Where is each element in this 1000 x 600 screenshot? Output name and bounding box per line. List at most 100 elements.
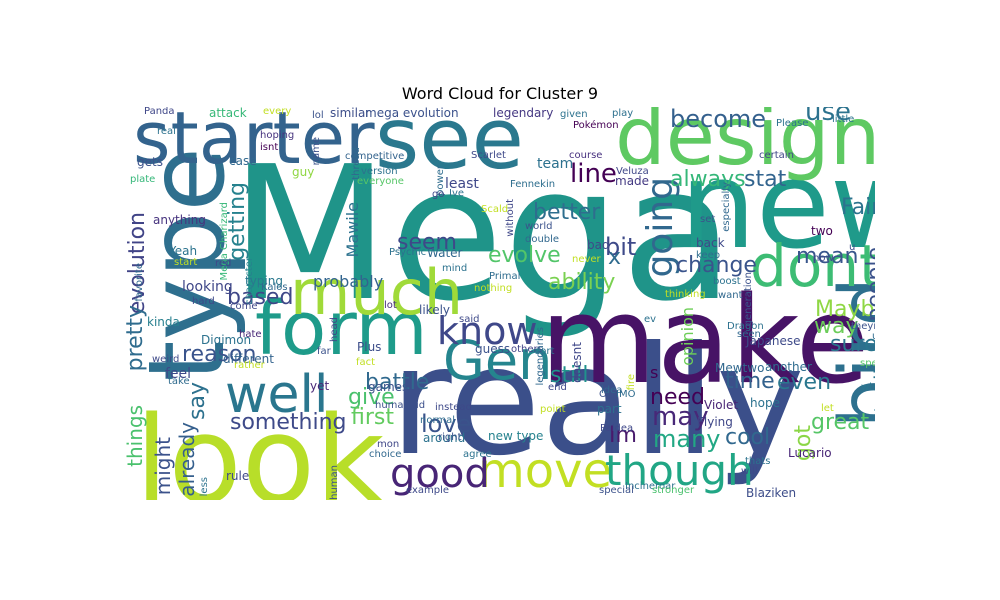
word-move: move (478, 443, 613, 499)
word-mind: mind (442, 263, 468, 274)
word-play: play (612, 108, 634, 119)
word-mean: mean (796, 244, 859, 269)
word-s: s (650, 363, 659, 382)
word-speed: speed (860, 358, 875, 369)
word-incineroar: Incineroar (625, 481, 676, 492)
word-wish: wish (861, 382, 875, 393)
word-anything: anything (153, 213, 206, 227)
word-good: good (390, 451, 490, 497)
word-panda: Panda (144, 107, 175, 117)
word-rule: rule (226, 469, 250, 483)
word-thinking: thinking (665, 289, 706, 300)
word-stronger: stronger (652, 485, 695, 496)
word-boost: boost (713, 276, 741, 287)
word-two: two (811, 224, 833, 238)
word-ev: ev (644, 314, 657, 325)
word-way: way (814, 314, 859, 339)
word-far: far (317, 346, 331, 357)
word-given: given (560, 109, 588, 120)
word-bad: bad (587, 238, 610, 252)
word-look: look (135, 392, 385, 501)
word-let: let (821, 403, 834, 414)
word-nothing: nothing (474, 283, 513, 294)
word-likely: likely (419, 303, 451, 317)
word-real: real (157, 126, 176, 137)
word-violet: Violet (704, 398, 739, 412)
word-pretty: pretty (125, 305, 148, 372)
word-x: x (608, 245, 622, 270)
word-kinda: kinda (147, 315, 180, 329)
word-example: example (406, 485, 450, 496)
word-typing: typing (245, 274, 283, 288)
word-starter: starter (133, 107, 375, 180)
word-idea: idea (601, 385, 623, 396)
word-scarlet: Scarlet (471, 150, 506, 161)
word-mon: mon (377, 439, 400, 450)
word-especially: especially (721, 182, 732, 232)
word-yet: yet (310, 379, 330, 393)
word-become: become (670, 107, 767, 133)
word-certain: certain (759, 150, 794, 161)
word-set: set (700, 214, 716, 225)
word-people: people (863, 247, 875, 322)
word-already: already (175, 422, 199, 497)
word-even: even (777, 370, 832, 395)
word-know: know (437, 309, 538, 353)
word-others: others (511, 344, 543, 355)
word-say: say (185, 382, 210, 420)
word-psychic: Psychic (389, 247, 427, 258)
word-lot: lot (384, 300, 397, 311)
word-paldea: Paldea (600, 423, 634, 434)
word-cloud: Megareallylookmakenewtypeseedesignstarte… (125, 107, 875, 500)
word-hate: hate (239, 329, 262, 340)
word-take: take (168, 376, 190, 387)
word-hard: hard (192, 296, 215, 307)
word-better: better (533, 200, 601, 225)
word-new-type: new type (488, 429, 544, 443)
word-sure: sure (830, 332, 875, 357)
word-mega: Mega (230, 126, 735, 342)
word-go: go (432, 189, 445, 200)
word-human: human (329, 465, 340, 500)
word-mega-evolution: mega evolution (365, 107, 459, 120)
word-doesnt: doesnt (570, 342, 584, 383)
word-choice: choice (369, 449, 402, 460)
word-keep: keep (696, 250, 721, 261)
word-right: right (438, 432, 462, 443)
word-yeah: Yeah (169, 244, 198, 258)
word-time: time (725, 369, 775, 394)
word-least: least (445, 176, 479, 192)
word-evolve: evolve (488, 243, 561, 268)
word-may: may (652, 402, 709, 432)
word-though: though (605, 446, 754, 495)
word-case: case (229, 154, 257, 168)
word-double: double (525, 234, 560, 245)
word-made: made (615, 174, 650, 188)
word-great: great (811, 410, 870, 435)
word-said: said (459, 314, 480, 325)
word-japanese: Japanese (746, 334, 801, 348)
word-see: see (375, 107, 524, 189)
word-need: need (650, 385, 705, 410)
word-primal: Primal (489, 271, 521, 282)
word-mawile: Mawile (343, 202, 362, 258)
word-flying: Flying (697, 415, 733, 429)
word-things: things (125, 405, 147, 467)
word-bit: bit (605, 233, 637, 261)
word-little: little (832, 114, 855, 125)
word-im: Im (609, 423, 637, 448)
word-rather: rather (234, 360, 265, 371)
word-everyone: everyone (357, 176, 404, 187)
word-please: Please (776, 118, 809, 129)
word-seem: seem (397, 230, 457, 255)
word-give: give (348, 385, 395, 410)
word-ability: ability (548, 270, 616, 295)
word-want: want (718, 290, 743, 301)
word-agree: agree (463, 449, 492, 460)
word-veluza: Veluza (616, 166, 649, 177)
word-instead: instead (435, 402, 472, 413)
word-make: make (540, 272, 870, 411)
word-lol: lol (312, 110, 324, 121)
word-design: design (615, 107, 875, 183)
word-looking: looking (182, 279, 233, 295)
